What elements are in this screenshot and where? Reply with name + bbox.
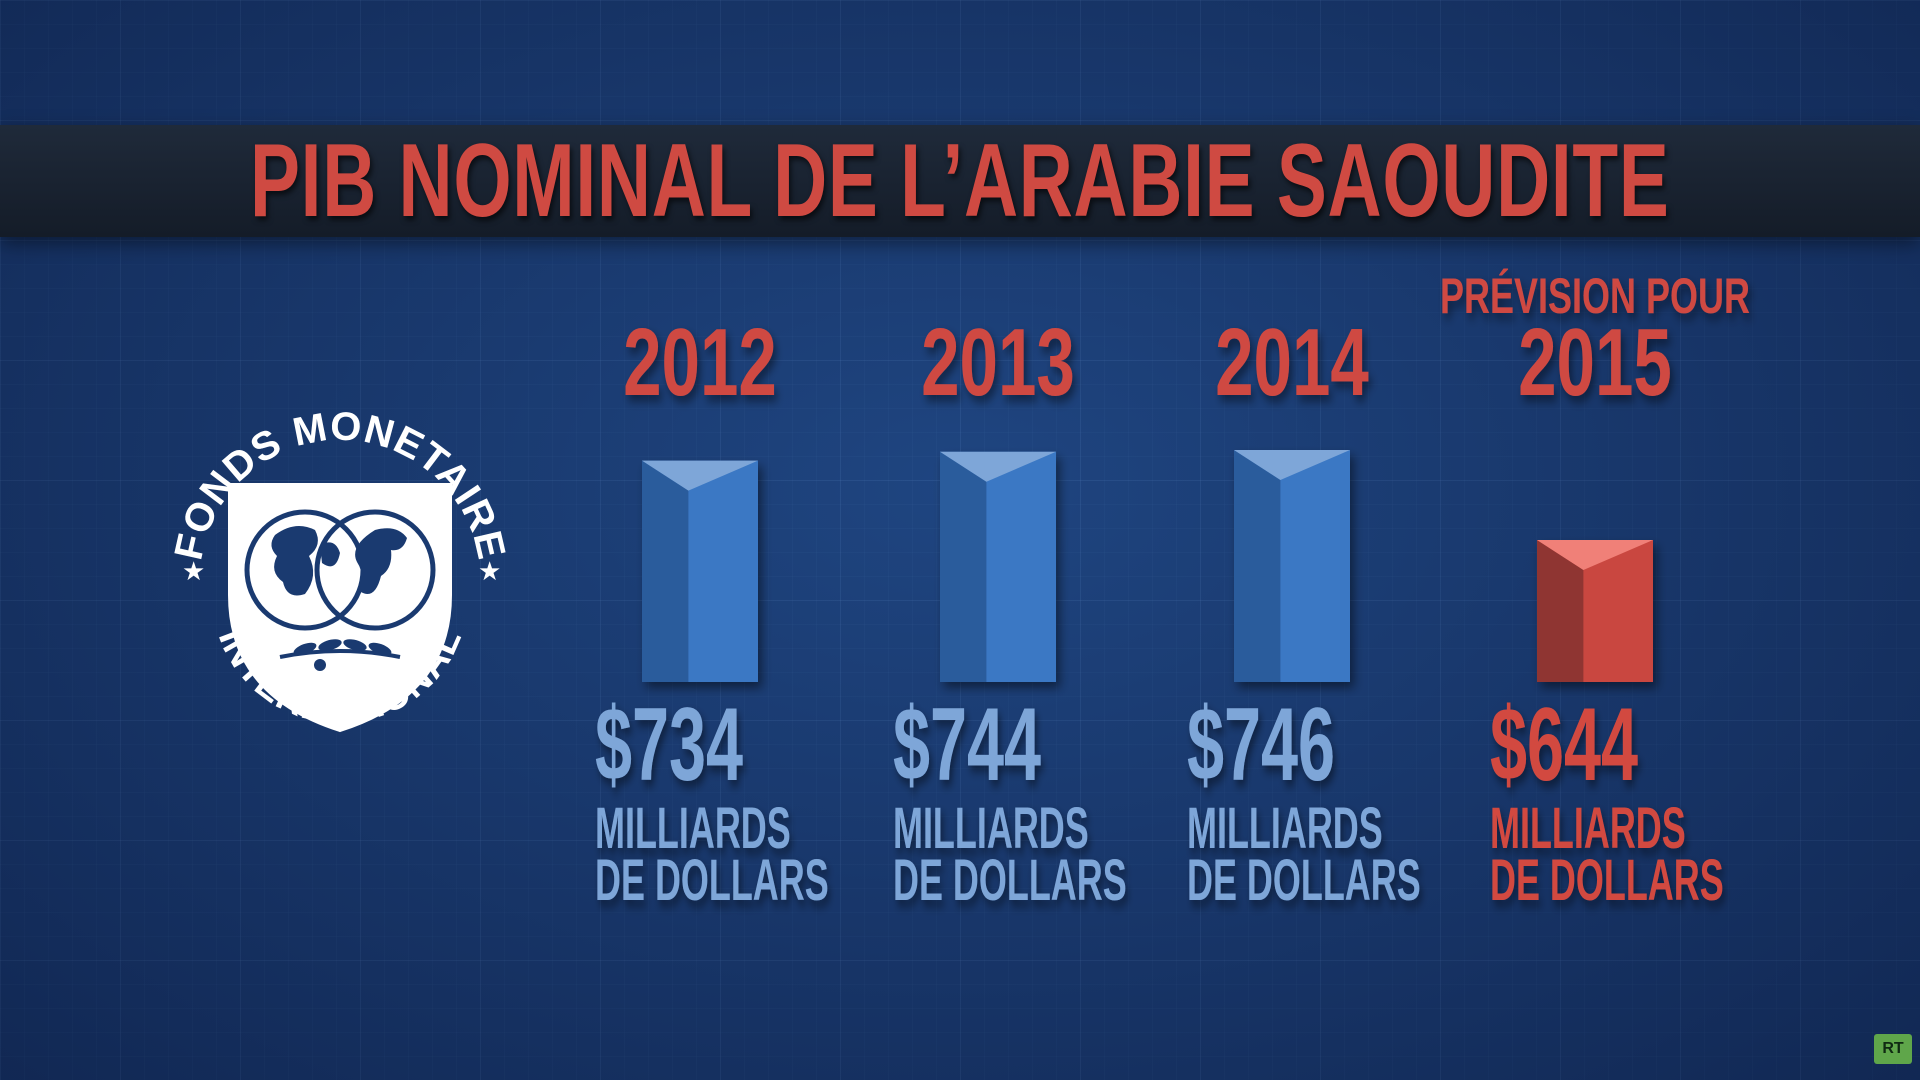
unit-line1-2012: MILLIARDS <box>595 796 791 861</box>
bar-2014 <box>1234 450 1350 682</box>
year-label-2015: 2015 <box>1518 308 1672 416</box>
imf-logo: FONDS MONETAIRE INTERNATIONAL ★ ★ <box>166 404 513 733</box>
bar-side-face <box>940 451 987 682</box>
bar-2012 <box>642 460 758 682</box>
star-icon: ★ <box>478 556 501 586</box>
star-icon: ★ <box>182 556 205 586</box>
bar-top-face <box>1234 450 1350 480</box>
year-label-2012: 2012 <box>623 308 777 416</box>
unit-line1-2014: MILLIARDS <box>1187 796 1383 861</box>
unit-line2-2014: DE DOLLARS <box>1187 848 1421 913</box>
unit-line2-2015: DE DOLLARS <box>1490 848 1724 913</box>
globes-icon <box>244 509 436 631</box>
unit-line1-2015: MILLIARDS <box>1490 796 1686 861</box>
year-label-2014: 2014 <box>1215 308 1369 416</box>
forecast-label: PRÉVISION POUR <box>1440 267 1750 324</box>
title-band: PIB NOMINAL DE L’ARABIE SAOUDITE <box>0 125 1920 237</box>
rt-watermark: RT <box>1874 1034 1912 1064</box>
chart-title: PIB NOMINAL DE L’ARABIE SAOUDITE <box>250 123 1670 239</box>
bar-side-face <box>1234 450 1281 682</box>
value-label-2014: $746 <box>1187 686 1335 803</box>
bar-side-face <box>642 460 689 682</box>
value-label-2015: $644 <box>1490 686 1638 803</box>
unit-line2-2013: DE DOLLARS <box>893 848 1127 913</box>
bar-2015 <box>1537 540 1653 682</box>
bar-side-face <box>1537 540 1584 682</box>
unit-line1-2013: MILLIARDS <box>893 796 1089 861</box>
value-label-2013: $744 <box>893 686 1041 803</box>
bar-top-face <box>1537 540 1653 570</box>
bar-top-face <box>940 451 1056 482</box>
bar-top-face <box>642 460 758 491</box>
year-label-2013: 2013 <box>921 308 1075 416</box>
unit-line2-2012: DE DOLLARS <box>595 848 829 913</box>
value-label-2012: $734 <box>595 686 743 803</box>
olive-branch-icon <box>279 639 401 671</box>
bar-2013 <box>940 451 1056 682</box>
